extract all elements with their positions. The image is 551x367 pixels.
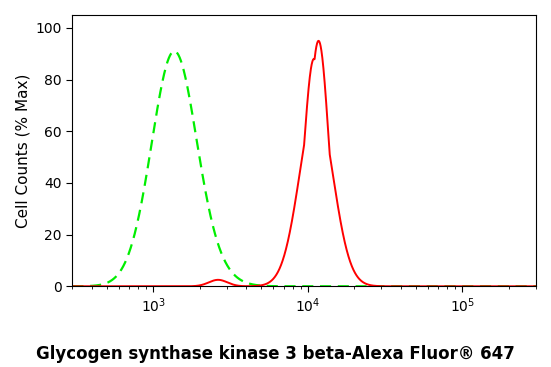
Y-axis label: Cell Counts (% Max): Cell Counts (% Max) (15, 73, 30, 228)
Text: Glycogen synthase kinase 3 beta-Alexa Fluor® 647: Glycogen synthase kinase 3 beta-Alexa Fl… (36, 345, 515, 363)
